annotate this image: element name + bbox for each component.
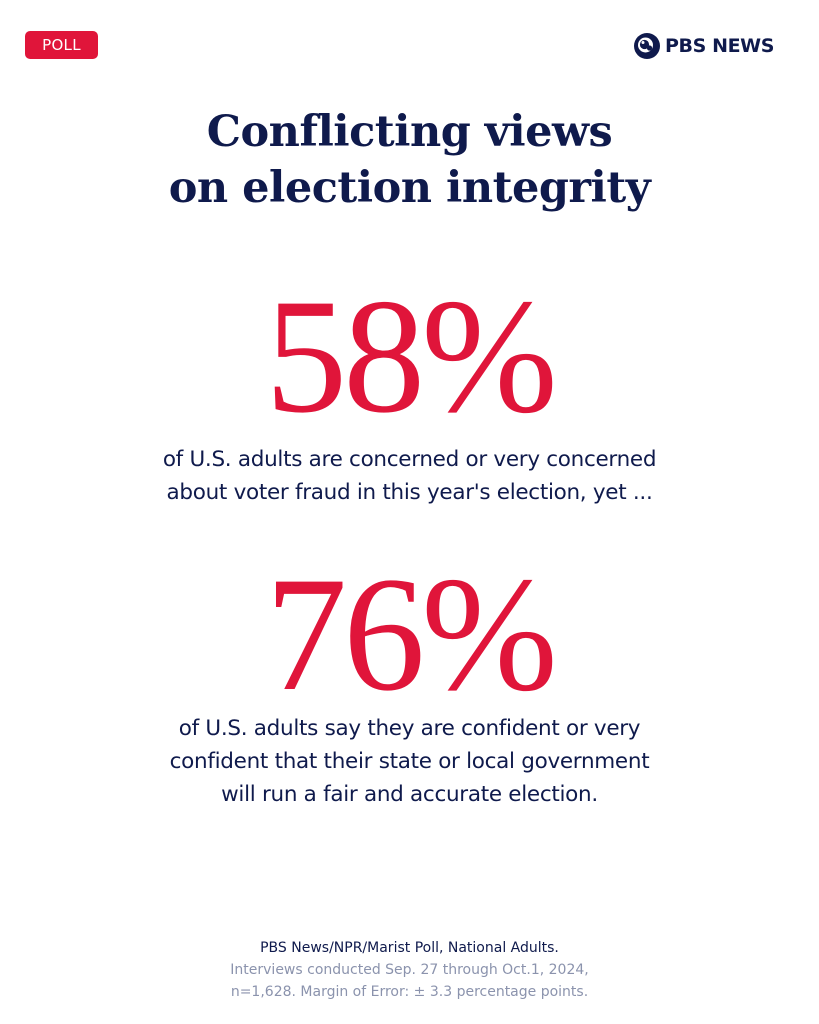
brand-name: PBS NEWS xyxy=(664,35,774,57)
stat-description-line: will run a fair and accurate election. xyxy=(221,782,598,807)
poll-source-footer: PBS News/NPR/Marist Poll, National Adult… xyxy=(0,937,819,1003)
stat-value-confident: 76% xyxy=(265,544,558,725)
poll-badge: POLL xyxy=(25,31,98,59)
stat-description-line: of U.S. adults say they are confident or… xyxy=(178,716,641,741)
poll-sample-margin: n=1,628. Margin of Error: ± 3.3 percenta… xyxy=(230,984,589,1000)
pbs-news-logo: PBS NEWS xyxy=(633,31,774,61)
stat-description-confident: of U.S. adults say they are confident or… xyxy=(0,712,819,811)
stat-description-line: of U.S. adults are concerned or very con… xyxy=(162,447,657,472)
title-line-2: on election integrity xyxy=(168,163,651,213)
stat-description-concerned: of U.S. adults are concerned or very con… xyxy=(0,443,819,509)
title-line-1: Conflicting views xyxy=(206,107,613,157)
page-title: Conflicting views on election integrity xyxy=(0,104,819,216)
stat-value-concerned: 58% xyxy=(265,266,558,447)
poll-source: PBS News/NPR/Marist Poll, National Adult… xyxy=(260,940,559,956)
stat-description-line: confident that their state or local gove… xyxy=(169,749,650,774)
poll-dates: Interviews conducted Sep. 27 through Oct… xyxy=(230,962,589,978)
stat-description-line: about voter fraud in this year's electio… xyxy=(166,480,653,505)
pbs-head-logo-icon xyxy=(633,33,660,59)
